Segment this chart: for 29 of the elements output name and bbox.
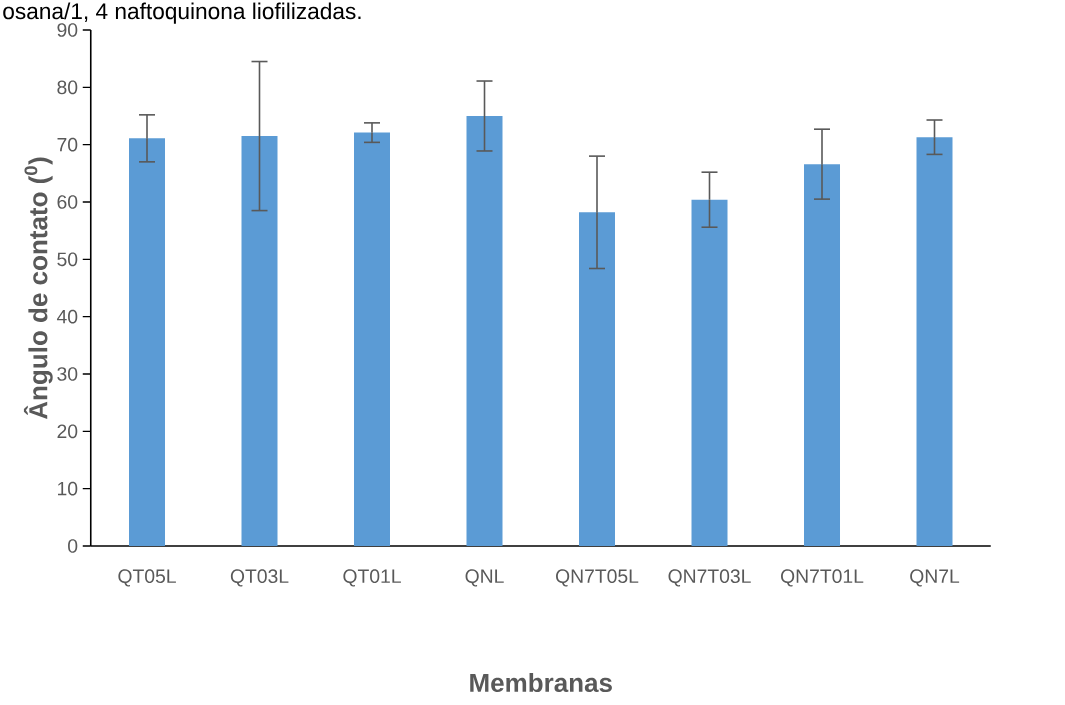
x-tick-label: QN7T05L	[556, 569, 639, 587]
x-tick-label: QN7L	[910, 569, 960, 587]
text: osana/1, 4 naftoquinona liofilizadas.	[3, 2, 361, 24]
x-tick-label: QT03L	[230, 569, 289, 587]
bar	[354, 132, 390, 546]
y-tick-label: 90	[57, 23, 78, 37]
bar	[466, 115, 503, 546]
y-tick-label: 20	[57, 424, 78, 439]
x-tick-label: QT01L	[343, 569, 401, 587]
bar	[804, 164, 841, 546]
bar	[129, 138, 165, 546]
y-tick-label: 0	[68, 539, 78, 553]
y-tick-label: 50	[57, 252, 78, 267]
y-tick-label: 70	[57, 137, 78, 152]
bar	[691, 199, 728, 546]
bar	[579, 212, 615, 546]
x-tick-label: QN7T03L	[668, 569, 751, 587]
x-tick-label: QN7T01L	[781, 569, 864, 587]
x-axis-title: Membranas	[470, 673, 612, 693]
y-axis-title: Ângulo de contato ($^{0}$)	[23, 157, 53, 420]
bar	[241, 136, 278, 546]
y-tick-label: 30	[57, 367, 78, 381]
y-tick-label: 40	[56, 309, 78, 324]
bar	[916, 137, 953, 546]
x-tick-label: QNL	[465, 569, 504, 587]
y-tick-label: 10	[58, 481, 78, 496]
x-tick-label: QT05L	[118, 569, 176, 587]
y-tick-label: 80	[57, 80, 78, 95]
y-tick-label: 60	[57, 195, 78, 209]
